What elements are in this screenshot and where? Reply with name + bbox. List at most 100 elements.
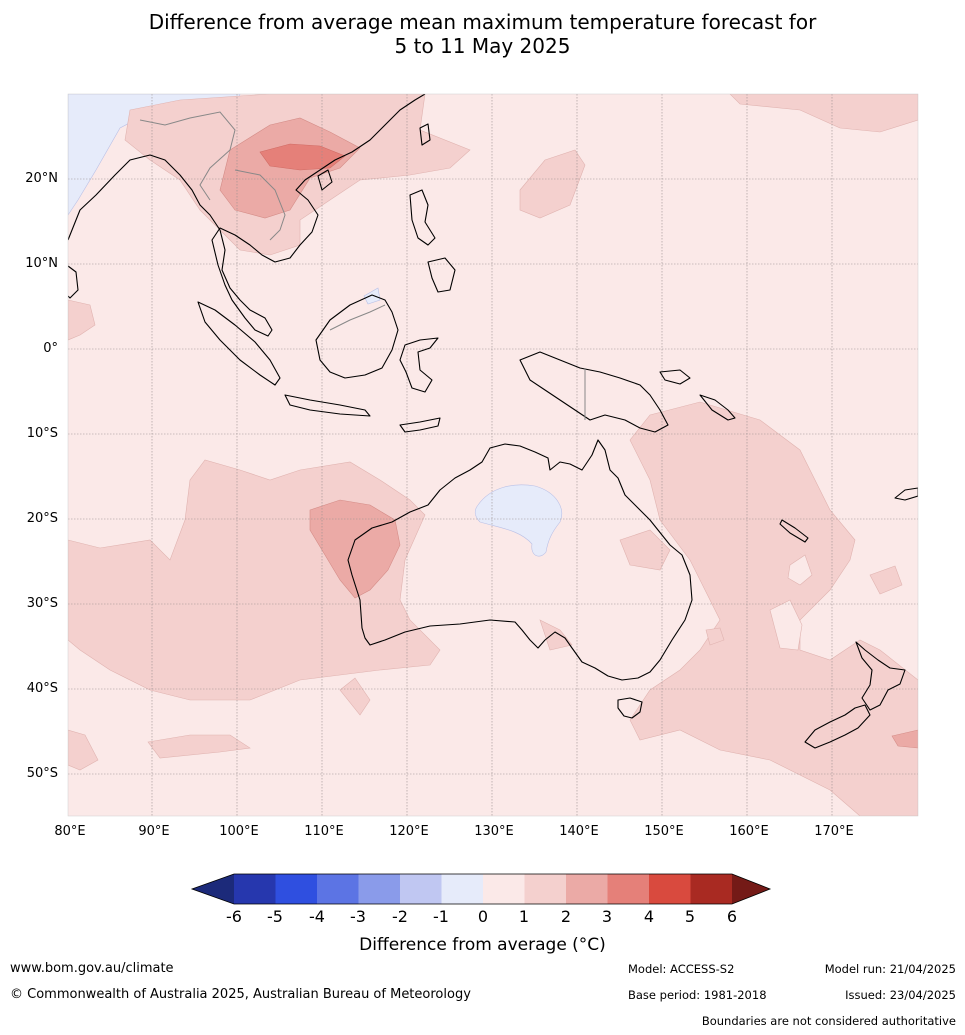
- mindanao-coastline: [427, 257, 456, 293]
- footer-website: www.bom.gov.au/climate: [10, 961, 174, 976]
- fiji-coastline: [894, 487, 918, 501]
- footer-issued: Issued: 23/04/2025: [845, 988, 956, 1002]
- colorbar-arrow-high: [732, 874, 770, 904]
- colorbar-tick-5: 5: [684, 907, 696, 926]
- lon-label-130e: 130°E: [474, 824, 514, 839]
- hainan-coastline: [317, 169, 333, 191]
- colorbar-tick-neg6: -6: [226, 907, 242, 926]
- anomaly-region-0-1-tasman-hole: [769, 599, 803, 651]
- lon-label-120e: 120°E: [389, 824, 429, 839]
- title-line-1: Difference from average mean maximum tem…: [148, 10, 817, 34]
- boundary-borneo: [329, 304, 386, 331]
- lon-label-90e: 90°E: [138, 824, 170, 839]
- lon-label-170e: 170°E: [814, 824, 854, 839]
- footer-base-period: Base period: 1981-2018: [628, 988, 767, 1002]
- lat-label-20s: 20°S: [26, 511, 58, 526]
- colorbar: [190, 873, 772, 905]
- coastlines: [68, 94, 918, 749]
- colorbar-tick-1: 1: [518, 907, 530, 926]
- colorbar-tick-neg3: -3: [350, 907, 366, 926]
- lon-label-150e: 150°E: [644, 824, 684, 839]
- tasmania-coastline: [617, 697, 643, 719]
- colorbar-tick-4: 4: [643, 907, 655, 926]
- colorbar-arrow-low: [192, 874, 234, 904]
- colorbar-tick-neg1: -1: [433, 907, 449, 926]
- colorbar-tick-3: 3: [601, 907, 613, 926]
- colorbar-segment: [690, 874, 733, 904]
- colorbar-segment: [607, 874, 650, 904]
- anomaly-region-neg1-borneo: [363, 287, 381, 305]
- colorbar-segment: [358, 874, 401, 904]
- lat-label-0: 0°: [43, 341, 58, 356]
- colorbar-segment: [234, 874, 276, 904]
- sumatra-coastline: [197, 301, 281, 386]
- footer-copyright: © Commonwealth of Australia 2025, Austra…: [10, 987, 471, 1002]
- colorbar-tick-neg2: -2: [392, 907, 408, 926]
- lat-label-40s: 40°S: [26, 681, 58, 696]
- colorbar-outline: [190, 873, 772, 905]
- solomon-islands-coastline: [699, 394, 736, 421]
- lon-label-110e: 110°E: [304, 824, 344, 839]
- anomaly-region-1-2-north-east: [729, 94, 918, 133]
- colorbar-tick-6: 6: [726, 907, 738, 926]
- new-zealand-south-island-coastline: [804, 704, 871, 749]
- new-guinea-coastline: [519, 351, 669, 433]
- anomaly-region-neg1-central-australia: [474, 484, 562, 557]
- boundary-indochina: [234, 169, 286, 241]
- new-caledonia-coastline: [779, 519, 809, 543]
- anomaly-region-1-2-tasman-sea: [705, 627, 725, 646]
- country-boundaries: [139, 111, 586, 420]
- anomaly-region-1-2-pacific-north: [519, 149, 586, 219]
- title-line-2: 5 to 11 May 2025: [394, 34, 571, 58]
- australia-coastline: [347, 439, 693, 681]
- colorbar-tick-neg4: -4: [309, 907, 325, 926]
- colorbar-segment: [649, 874, 691, 904]
- lon-label-160e: 160°E: [729, 824, 769, 839]
- sri-lanka-coastline: [68, 265, 79, 299]
- timor-coastline: [399, 417, 441, 433]
- colorbar-segment: [483, 874, 525, 904]
- anomaly-region-2-3-western-australia: [309, 499, 401, 599]
- lat-label-10n: 10°N: [25, 256, 58, 271]
- java-coastline: [284, 394, 371, 417]
- anomaly-region-1-2-southeast-australia: [539, 619, 573, 651]
- anomaly-region-0-1-pacific-hole: [787, 554, 813, 586]
- map-frame: [67, 93, 919, 817]
- lat-label-50s: 50°S: [26, 766, 58, 781]
- anomaly-region-2-3-south-pacific: [891, 729, 918, 749]
- mainland-asia-coastline: [68, 94, 426, 337]
- colorbar-segment: [317, 874, 359, 904]
- colorbar-tick-2: 2: [560, 907, 572, 926]
- new-britain-coastline: [659, 369, 691, 385]
- anomaly-region-1-2-southern-ocean-island: [339, 677, 371, 716]
- colorbar-segment: [400, 874, 442, 904]
- colorbar-segment: [275, 874, 318, 904]
- sulawesi-coastline: [399, 337, 439, 393]
- colorbar-segment: [566, 874, 608, 904]
- colorbar-tick-neg5: -5: [267, 907, 283, 926]
- lon-label-80e: 80°E: [54, 824, 86, 839]
- colorbar-segment: [524, 874, 567, 904]
- lat-label-10s: 10°S: [26, 426, 58, 441]
- gridlines: [68, 94, 918, 816]
- colorbar-tick-0: 0: [477, 907, 489, 926]
- boundary-asia-north: [139, 111, 236, 201]
- luzon-coastline: [409, 189, 436, 246]
- colorbar-segment: [441, 874, 484, 904]
- lon-label-140e: 140°E: [559, 824, 599, 839]
- colorbar-label: Difference from average (°C): [359, 935, 606, 955]
- footer-model-run: Model run: 21/04/2025: [824, 962, 956, 976]
- lon-label-100e: 100°E: [219, 824, 259, 839]
- map-title: Difference from average mean maximum tem…: [0, 10, 965, 58]
- lat-label-30s: 30°S: [26, 596, 58, 611]
- footer-model: Model: ACCESS-S2: [628, 962, 735, 976]
- anomaly-region-1-2-southern-ocean-small: [147, 734, 251, 759]
- taiwan-coastline: [419, 123, 431, 146]
- anomaly-region-1-2-central-pacific: [869, 565, 903, 595]
- anomaly-region-1-2-western-ocean: [68, 299, 96, 341]
- anomaly-region-1-2-southern-ocean-west: [68, 729, 99, 771]
- new-zealand-north-island-coastline: [855, 641, 906, 711]
- borneo-coastline: [315, 294, 399, 379]
- lat-label-20n: 20°N: [25, 171, 58, 186]
